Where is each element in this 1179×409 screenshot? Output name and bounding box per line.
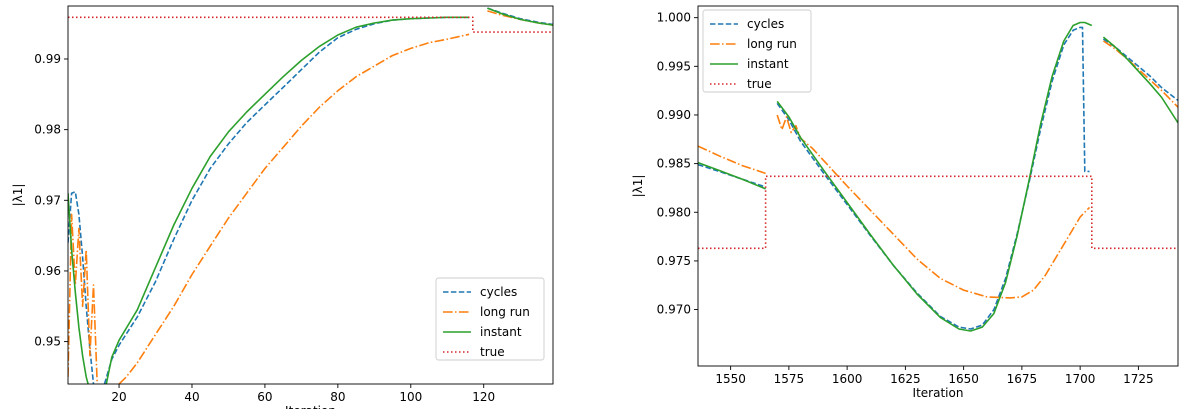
legend-label-long-run: long run [747,37,797,51]
legend-label-long-run: long run [480,305,530,319]
series-line-instant-segment-1 [105,16,470,384]
legend-label-cycles: cycles [747,17,784,31]
legend-label-cycles: cycles [480,285,517,299]
y-tick-label: 1.000 [657,11,691,25]
legend: cycles long run instant true [702,9,812,93]
axes-frame [697,5,1179,367]
x-tick-label: 80 [330,390,345,404]
y-axis-label: |λ1| [11,184,25,207]
x-tick-label: 1600 [832,372,863,386]
series-line-instant-segment-0 [68,193,89,384]
y-tick-label: 0.980 [657,205,691,219]
series-line-instant-segment-0 [698,161,766,190]
series-group [68,7,553,384]
x-tick-label: 20 [111,390,126,404]
x-tick-label: 40 [184,390,199,404]
x-axis-label: Iteration [285,404,336,409]
x-tick-label: 1675 [1007,372,1038,386]
series-line-cycles-segment-2 [487,7,553,26]
series-line-true-segment-0 [698,175,1178,250]
x-tick-label: 1725 [1123,372,1154,386]
y-tick-label: 0.99 [34,52,61,66]
series-line-instant-segment-2 [487,7,553,26]
y-tick-label: 0.97 [34,193,61,207]
legend-label-true: true [480,345,505,359]
legend-label-true: true [747,77,772,91]
series-line-instant-segment-2 [1102,36,1178,124]
y-tick-label: 0.985 [657,157,691,171]
legend-label-instant: instant [480,325,522,339]
series-line-true-segment-0 [68,16,553,33]
legend-label-instant: instant [747,57,789,71]
x-tick-label: 1650 [948,372,979,386]
series-line-long-run-segment-1 [776,114,1091,299]
left-chart-panel: 20 40 60 80 100 120 0.95 0.96 0.97 0.98 0.99 Iterat… [11,5,554,409]
x-tick-label: 1625 [890,372,921,386]
series-line-long-run-segment-2 [1102,40,1178,108]
y-tick-label: 0.98 [34,123,61,137]
y-tick-label: 0.975 [657,254,691,268]
series-line-cycles-segment-1 [776,26,1090,330]
y-tick-label: 0.95 [34,335,61,349]
y-tick-label: 0.970 [657,303,691,317]
x-tick-label: 1575 [774,372,805,386]
series-line-cycles-segment-0 [68,191,95,384]
series-line-long-run-segment-0 [698,145,766,175]
series-line-long-run-segment-1 [118,33,470,384]
legend-box [702,9,812,93]
series-line-long-run-segment-0 [68,213,98,384]
x-tick-label: 1550 [715,372,746,386]
x-tick-label: 120 [472,390,495,404]
series-line-instant-segment-1 [776,21,1093,332]
x-tick-label: 60 [257,390,272,404]
x-tick-label: 100 [399,390,422,404]
series-line-cycles-segment-2 [1102,38,1178,102]
y-axis-label: |λ1| [631,175,645,198]
x-tick-label: 1700 [1065,372,1096,386]
legend: cycles long run instant true [435,277,545,361]
series-group [698,21,1178,332]
y-tick-label: 0.995 [657,59,691,73]
right-chart-panel: 1550 1575 1600 1625 1650 1675 1700 1725 0.970 0.9… [631,5,1179,400]
legend-box [435,277,545,361]
y-tick-label: 0.990 [657,108,691,122]
y-tick-label: 0.96 [34,264,61,278]
x-axis-label: Iteration [913,386,964,400]
axes-frame [67,5,554,385]
